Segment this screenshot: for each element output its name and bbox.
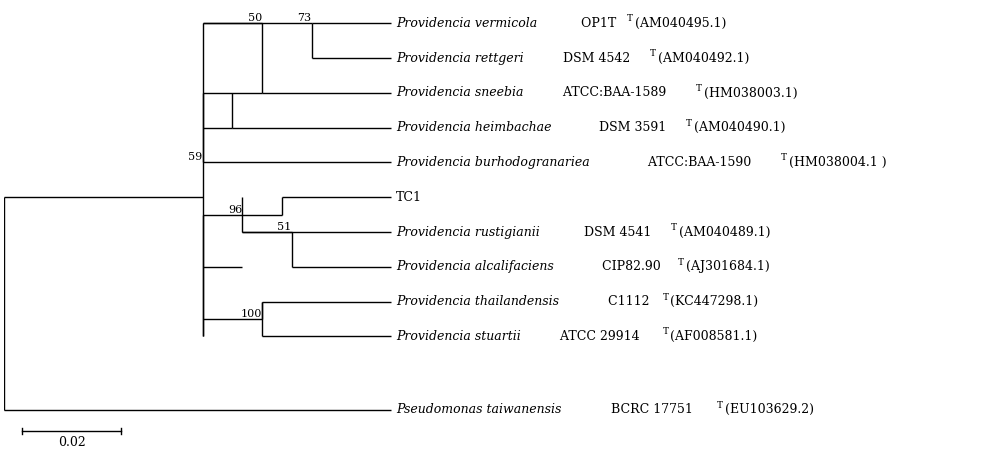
Text: ATCC:BAA-1589: ATCC:BAA-1589 <box>559 87 666 99</box>
Text: Providencia rustigianii: Providencia rustigianii <box>396 226 540 238</box>
Text: CIP82.90: CIP82.90 <box>598 260 660 273</box>
Text: ATCC 29914: ATCC 29914 <box>556 330 639 343</box>
Text: (AM040495.1): (AM040495.1) <box>635 17 726 30</box>
Text: Providencia burhodogranariea: Providencia burhodogranariea <box>396 156 590 169</box>
Text: T: T <box>696 84 702 93</box>
Text: (KC447298.1): (KC447298.1) <box>670 295 758 308</box>
Text: 0.02: 0.02 <box>58 436 85 449</box>
Text: T: T <box>781 153 787 163</box>
Text: 100: 100 <box>241 309 262 319</box>
Text: Providencia rettgeri: Providencia rettgeri <box>396 52 524 65</box>
Text: C1112: C1112 <box>604 295 650 308</box>
Text: T: T <box>717 400 723 410</box>
Text: (HM038004.1 ): (HM038004.1 ) <box>789 156 886 169</box>
Text: BCRC 17751: BCRC 17751 <box>607 403 693 416</box>
Text: (AM040490.1): (AM040490.1) <box>694 121 785 134</box>
Text: T: T <box>663 327 669 336</box>
Text: 73: 73 <box>297 14 312 24</box>
Text: Providencia stuartii: Providencia stuartii <box>396 330 521 343</box>
Text: OP1T: OP1T <box>577 17 616 30</box>
Text: (AJ301684.1): (AJ301684.1) <box>686 260 769 273</box>
Text: T: T <box>650 49 656 58</box>
Text: T: T <box>678 258 684 267</box>
Text: 96: 96 <box>228 205 242 215</box>
Text: 59: 59 <box>188 153 203 163</box>
Text: Providencia sneebia: Providencia sneebia <box>396 87 523 99</box>
Text: Providencia vermicola: Providencia vermicola <box>396 17 537 30</box>
Text: Pseudomonas taiwanensis: Pseudomonas taiwanensis <box>396 403 561 416</box>
Text: TC1: TC1 <box>396 191 422 204</box>
Text: (AF008581.1): (AF008581.1) <box>670 330 757 343</box>
Text: T: T <box>671 223 677 232</box>
Text: (AM040492.1): (AM040492.1) <box>658 52 749 65</box>
Text: 51: 51 <box>278 222 292 232</box>
Text: Providencia thailandensis: Providencia thailandensis <box>396 295 559 308</box>
Text: Providencia alcalifaciens: Providencia alcalifaciens <box>396 260 554 273</box>
Text: T: T <box>663 292 669 301</box>
Text: (HM038003.1): (HM038003.1) <box>704 87 798 99</box>
Text: Providencia heimbachae: Providencia heimbachae <box>396 121 551 134</box>
Text: T: T <box>627 15 633 24</box>
Text: (EU103629.2): (EU103629.2) <box>725 403 814 416</box>
Text: DSM 3591: DSM 3591 <box>595 121 666 134</box>
Text: DSM 4542: DSM 4542 <box>559 52 630 65</box>
Text: (AM040489.1): (AM040489.1) <box>679 226 770 238</box>
Text: T: T <box>686 119 692 128</box>
Text: 50: 50 <box>248 14 262 24</box>
Text: DSM 4541: DSM 4541 <box>580 226 651 238</box>
Text: ATCC:BAA-1590: ATCC:BAA-1590 <box>644 156 751 169</box>
